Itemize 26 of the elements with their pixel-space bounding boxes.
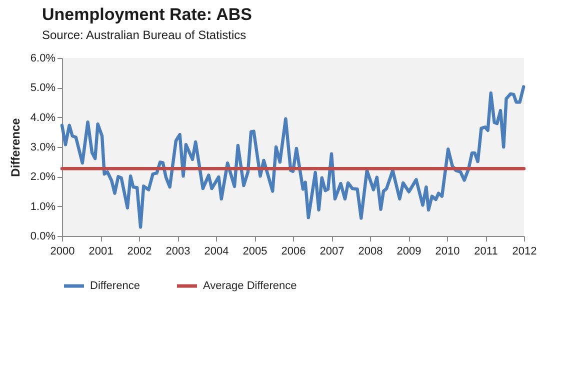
x-tick-label: 2002 [127,246,152,258]
x-tick-label: 2001 [88,246,114,258]
chart-subtitle: Source: Australian Bureau of Statistics [42,28,246,42]
y-tick-label: 3.0% [30,142,56,154]
legend-label: Average Difference [203,280,297,292]
x-tick-label: 2012 [512,246,537,258]
x-tick-label: 2005 [242,246,268,258]
y-tick-label: 2.0% [30,171,56,184]
line-series [60,85,526,229]
x-tick-label: 2009 [396,246,422,258]
x-tick-label: 2006 [281,246,306,258]
legend-label: Difference [90,280,140,292]
x-tick-label: 2010 [435,246,460,258]
x-tick-label: 2008 [358,246,383,258]
x-tick-label: 2007 [320,246,344,258]
chart-title: Unemployment Rate: ABS [42,5,252,24]
x-tick-label: 2000 [50,246,75,258]
y-tick-label: 5.0% [30,82,56,94]
x-tick-label: 2004 [204,246,229,258]
x-tick-label: 2011 [474,246,498,258]
y-tick-label: 6.0% [30,52,56,64]
y-tick-label: 0.0% [30,230,56,242]
x-tick-label: 2003 [166,246,190,258]
y-tick-label: 1.0% [30,200,56,213]
y-tick-label: 4.0% [30,112,56,124]
y-axis-title: Difference [8,118,22,177]
